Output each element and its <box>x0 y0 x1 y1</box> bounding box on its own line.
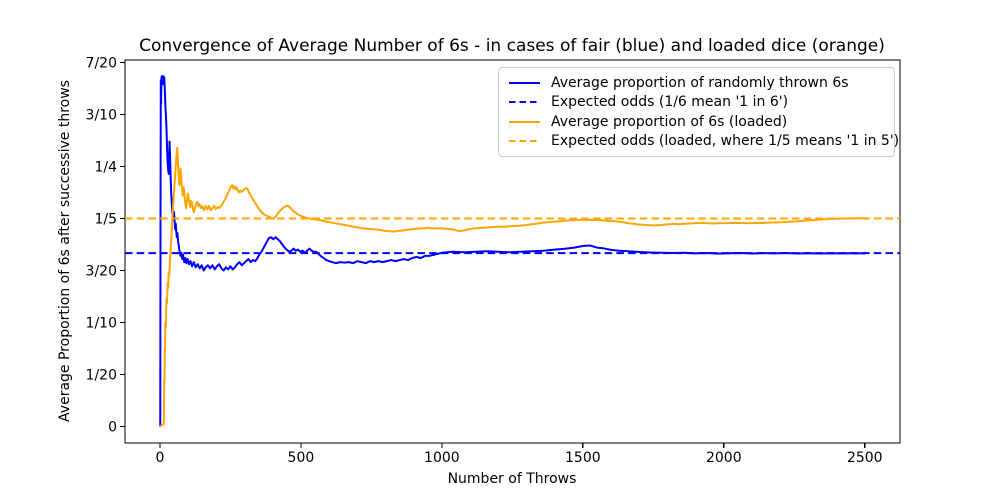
legend-line-sample-loaded-dashed <box>509 139 540 142</box>
series-layer <box>125 75 900 428</box>
y-tick-label: 1/10 <box>86 315 117 331</box>
y-tick-label: 0 <box>108 419 117 435</box>
x-tick-label: 1000 <box>424 450 460 466</box>
y-tick-label: 1/5 <box>94 212 117 228</box>
series-line-fair <box>159 75 866 428</box>
legend-line-sample-loaded-solid <box>509 120 540 123</box>
x-tick-label: 2500 <box>847 450 883 466</box>
x-axis-label: Number of Throws <box>448 471 577 487</box>
series-line-loaded <box>159 146 866 428</box>
x-tick-label: 1500 <box>565 450 601 466</box>
chart-title: Convergence of Average Number of 6s - in… <box>139 36 885 56</box>
legend-entry-loaded: Average proportion of 6s (loaded) <box>508 115 885 129</box>
legend-entry-fair-expected: Expected odds (1/6 mean '1 in 6') <box>508 95 885 109</box>
y-tick-label: 3/10 <box>86 108 117 124</box>
legend-line-sample-fair-dashed <box>509 101 540 104</box>
x-tick-label: 2000 <box>706 450 742 466</box>
y-tick-label: 3/20 <box>86 263 117 279</box>
legend-line-sample-fair-solid <box>509 82 540 85</box>
legend-label: Average proportion of 6s (loaded) <box>551 113 788 130</box>
x-tick-label: 0 <box>155 450 164 466</box>
y-axis-label: Average Proportion of 6s after successiv… <box>57 80 73 422</box>
y-tick-label: 1/20 <box>86 367 117 383</box>
x-tick-label: 500 <box>288 450 315 466</box>
axes-layer: 0 500 1000 1500 2000 2500 0 1/20 1/10 3/20 1/5 1/4 3… <box>86 56 901 466</box>
legend-entry-fair: Average proportion of randomly thrown 6s <box>508 76 885 90</box>
legend-label: Expected odds (1/6 mean '1 in 6') <box>551 94 789 111</box>
legend-label: Expected odds (loaded, where 1/5 means '… <box>551 132 900 149</box>
legend-entry-loaded-expected: Expected odds (loaded, where 1/5 means '… <box>508 134 899 148</box>
y-tick-label: 7/20 <box>86 56 117 72</box>
plot-frame <box>124 59 901 444</box>
legend-box: Average proportion of randomly thrown 6s… <box>498 67 899 157</box>
y-tick-label: 1/4 <box>94 160 117 176</box>
legend-label: Average proportion of randomly thrown 6s <box>551 75 849 92</box>
